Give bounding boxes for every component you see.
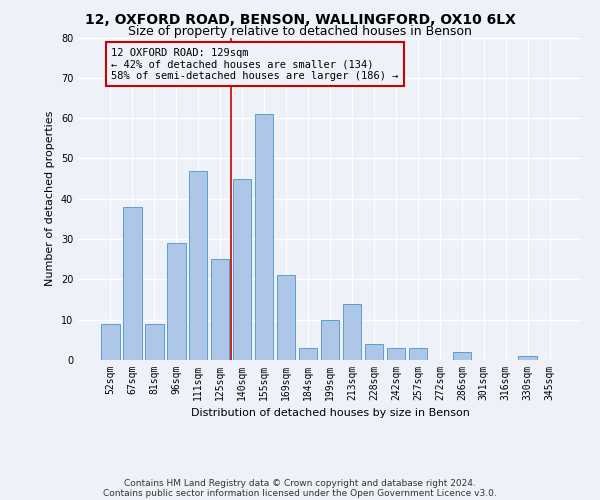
Text: 12, OXFORD ROAD, BENSON, WALLINGFORD, OX10 6LX: 12, OXFORD ROAD, BENSON, WALLINGFORD, OX…	[85, 12, 515, 26]
Bar	[409, 348, 427, 360]
Bar	[320, 320, 340, 360]
Bar	[518, 356, 537, 360]
Bar	[211, 259, 229, 360]
Y-axis label: Number of detached properties: Number of detached properties	[45, 111, 55, 286]
Bar	[101, 324, 119, 360]
Bar	[386, 348, 405, 360]
Text: Size of property relative to detached houses in Benson: Size of property relative to detached ho…	[128, 25, 472, 38]
Bar	[452, 352, 471, 360]
Bar	[299, 348, 317, 360]
Text: Contains public sector information licensed under the Open Government Licence v3: Contains public sector information licen…	[103, 488, 497, 498]
X-axis label: Distribution of detached houses by size in Benson: Distribution of detached houses by size …	[191, 408, 469, 418]
Bar	[255, 114, 274, 360]
Bar	[365, 344, 383, 360]
Text: 12 OXFORD ROAD: 129sqm
← 42% of detached houses are smaller (134)
58% of semi-de: 12 OXFORD ROAD: 129sqm ← 42% of detached…	[112, 48, 399, 81]
Bar	[189, 170, 208, 360]
Bar	[123, 207, 142, 360]
Bar	[167, 243, 185, 360]
Bar	[233, 178, 251, 360]
Bar	[277, 276, 295, 360]
Bar	[343, 304, 361, 360]
Text: Contains HM Land Registry data © Crown copyright and database right 2024.: Contains HM Land Registry data © Crown c…	[124, 478, 476, 488]
Bar	[145, 324, 164, 360]
